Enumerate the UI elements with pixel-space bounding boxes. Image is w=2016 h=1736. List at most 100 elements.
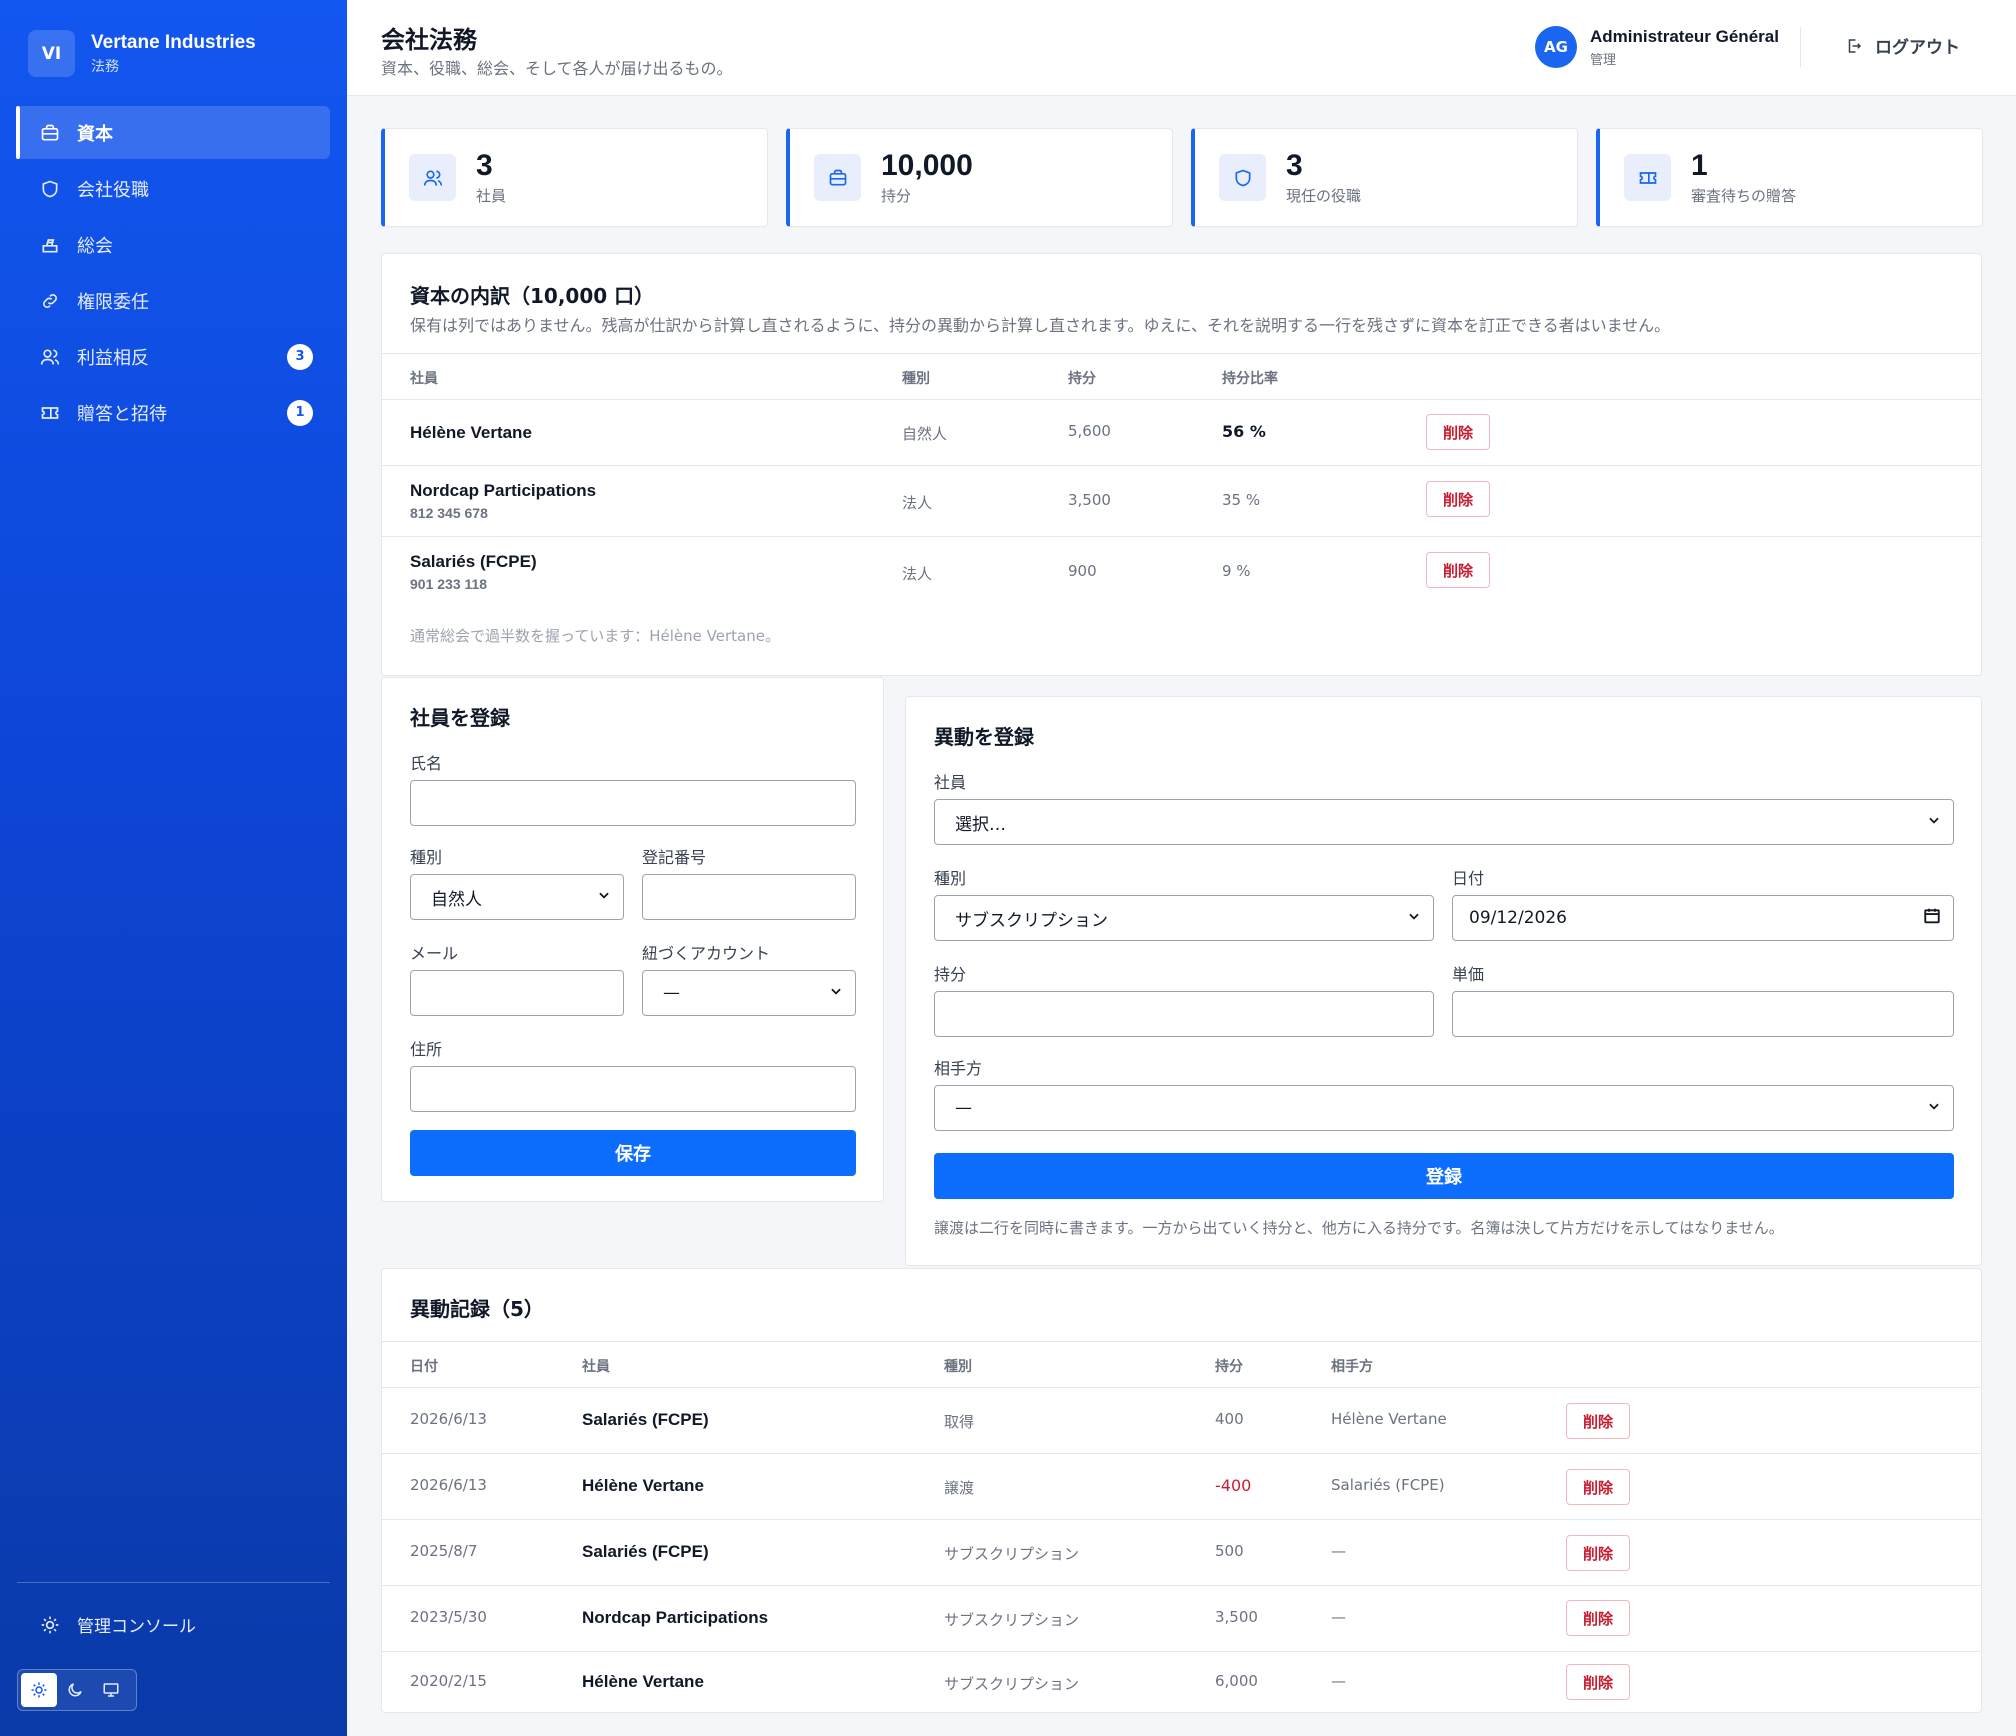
movement-type: サブスクリプション — [944, 1545, 1080, 1563]
user-name: Administrateur Général — [1590, 26, 1779, 46]
stat-label: 持分 — [881, 187, 912, 205]
account-label: 紐づくアカウント — [642, 944, 771, 963]
chevron-down-icon — [1927, 1098, 1941, 1118]
ticket-icon — [39, 402, 61, 424]
stat-label: 現任の役職 — [1286, 187, 1362, 205]
member-percentage: 56 % — [1222, 422, 1266, 441]
table-row: 2020/2/15 Hélène Vertane サブスクリプション 6,000… — [382, 1652, 1981, 1713]
movement-member: Salariés (FCPE) — [582, 1410, 709, 1429]
member-registration: 901 233 118 — [410, 576, 488, 592]
movement-member: Nordcap Participations — [582, 1608, 769, 1627]
movement-shares-input[interactable] — [934, 991, 1434, 1037]
delete-button[interactable]: 削除 — [1566, 1664, 1630, 1700]
gifts-count-badge: 1 — [287, 399, 313, 426]
delete-button[interactable]: 削除 — [1566, 1403, 1630, 1439]
theme-dark-button[interactable] — [57, 1673, 93, 1707]
counterparty-select[interactable]: — — [934, 1085, 1954, 1131]
table-row: 2025/8/7 Salariés (FCPE) サブスクリプション 500 —… — [382, 1520, 1981, 1586]
member-registration: 812 345 678 — [410, 505, 488, 521]
conflicts-count-badge: 3 — [287, 343, 313, 370]
briefcase-icon — [39, 122, 61, 144]
sidebar-item-label: 権限委任 — [77, 291, 149, 313]
member-shares: 900 — [1068, 562, 1097, 580]
movement-shares: 6,000 — [1215, 1672, 1258, 1690]
user-menu[interactable]: AG Administrateur Général 管理 — [1535, 26, 1779, 68]
movement-counterparty: — — [1331, 1608, 1346, 1626]
movement-date: 2025/8/7 — [410, 1542, 478, 1560]
name-input[interactable] — [410, 780, 856, 826]
stat-value: 10,000 — [881, 149, 973, 182]
sidebar-item-label: 資本 — [77, 123, 113, 145]
sidebar-item-gifts[interactable]: 贈答と招待 1 — [17, 386, 330, 439]
movement-shares: -400 — [1215, 1476, 1252, 1495]
admin-console-link[interactable]: 管理コンソール — [39, 1612, 196, 1637]
capital-description: 保有は列ではありません。残高が仕訳から計算し直されるように、持分の異動から計算し… — [410, 316, 1671, 335]
chevron-down-icon — [597, 887, 611, 907]
delete-button[interactable]: 削除 — [1426, 552, 1490, 588]
movement-type-select[interactable]: サブスクリプション — [934, 895, 1434, 941]
email-field[interactable] — [410, 970, 624, 1016]
delete-button[interactable]: 削除 — [1426, 481, 1490, 517]
movement-date: 2020/2/15 — [410, 1672, 487, 1690]
page-title: 会社法務 — [381, 26, 477, 54]
delete-button[interactable]: 削除 — [1566, 1469, 1630, 1505]
delete-button[interactable]: 削除 — [1566, 1600, 1630, 1636]
unit-price-input[interactable] — [1452, 991, 1954, 1037]
register-member-panel: 社員を登録 氏名 種別 自然人 登記番号 メール 紐づくアカウント — 住所 保… — [381, 677, 884, 1202]
sidebar-item-label: 利益相反 — [77, 347, 149, 369]
member-name: Nordcap Participations 812 345 678 — [410, 481, 597, 521]
save-button[interactable]: 保存 — [410, 1130, 856, 1176]
movement-counterparty: Salariés (FCPE) — [1331, 1476, 1445, 1494]
registration-input[interactable] — [642, 874, 856, 920]
movement-type-label: 種別 — [934, 869, 967, 888]
theme-light-button[interactable] — [21, 1673, 57, 1707]
sidebar: VI Vertane Industries 法務 資本 会社役職 総会 — [0, 0, 347, 1736]
table-row: 2023/5/30 Nordcap Participations サブスクリプシ… — [382, 1586, 1981, 1652]
logout-button[interactable]: ログアウト — [1843, 33, 1960, 58]
briefcase-icon — [814, 154, 861, 201]
movement-date: 2023/5/30 — [410, 1608, 487, 1626]
sidebar-item-capital[interactable]: 資本 — [16, 106, 330, 159]
delete-button[interactable]: 削除 — [1426, 414, 1490, 450]
col-counterparty: 相手方 — [1331, 1359, 1373, 1375]
movement-shares: 400 — [1215, 1410, 1244, 1428]
address-label: 住所 — [410, 1040, 443, 1059]
theme-system-button[interactable] — [93, 1673, 129, 1707]
movement-member-label: 社員 — [934, 773, 967, 792]
movement-shares-label: 持分 — [934, 965, 967, 984]
ballot-box-icon — [39, 234, 61, 256]
chevron-down-icon — [1927, 812, 1941, 832]
sidebar-item-meetings[interactable]: 総会 — [17, 218, 330, 271]
top-header: 会社法務 資本、役職、総会、そして各人が届け出るもの。 AG Administr… — [347, 0, 2016, 96]
movement-type: サブスクリプション — [944, 1675, 1080, 1693]
movement-date-input[interactable]: 09/12/2026 — [1452, 895, 1954, 941]
avatar: AG — [1535, 26, 1577, 68]
member-shares: 5,600 — [1068, 422, 1111, 440]
users-icon — [409, 154, 456, 201]
account-select[interactable]: — — [642, 970, 856, 1016]
sidebar-item-conflicts[interactable]: 利益相反 3 — [17, 330, 330, 383]
chevron-down-icon — [1407, 908, 1421, 928]
monitor-icon — [103, 1683, 119, 1697]
capital-title: 資本の内訳（10,000 口） — [410, 284, 655, 308]
majority-note: 通常総会で過半数を握っています：Hélène Vertane。 — [410, 627, 780, 645]
calendar-icon[interactable] — [1923, 907, 1941, 930]
col-date: 日付 — [410, 1359, 438, 1375]
register-movement-button[interactable]: 登録 — [934, 1153, 1954, 1199]
member-type-select[interactable]: 自然人 — [410, 874, 624, 920]
brand[interactable]: VI Vertane Industries 法務 — [28, 30, 256, 77]
sidebar-item-officers[interactable]: 会社役職 — [17, 162, 330, 215]
col-type: 種別 — [944, 1359, 972, 1375]
movement-member: Salariés (FCPE) — [582, 1542, 709, 1561]
register-member-title: 社員を登録 — [410, 706, 510, 730]
register-movement-title: 異動を登録 — [934, 725, 1034, 749]
address-input[interactable] — [410, 1066, 856, 1112]
sidebar-item-label: 贈答と招待 — [77, 403, 167, 425]
movement-member-select[interactable]: 選択… — [934, 799, 1954, 845]
sidebar-item-delegations[interactable]: 権限委任 — [17, 274, 330, 327]
member-type: 法人 — [902, 494, 933, 512]
delete-button[interactable]: 削除 — [1566, 1535, 1630, 1571]
users-icon — [39, 346, 61, 368]
stat-card-shares: 10,000 持分 — [786, 128, 1173, 227]
shield-icon — [1219, 154, 1266, 201]
